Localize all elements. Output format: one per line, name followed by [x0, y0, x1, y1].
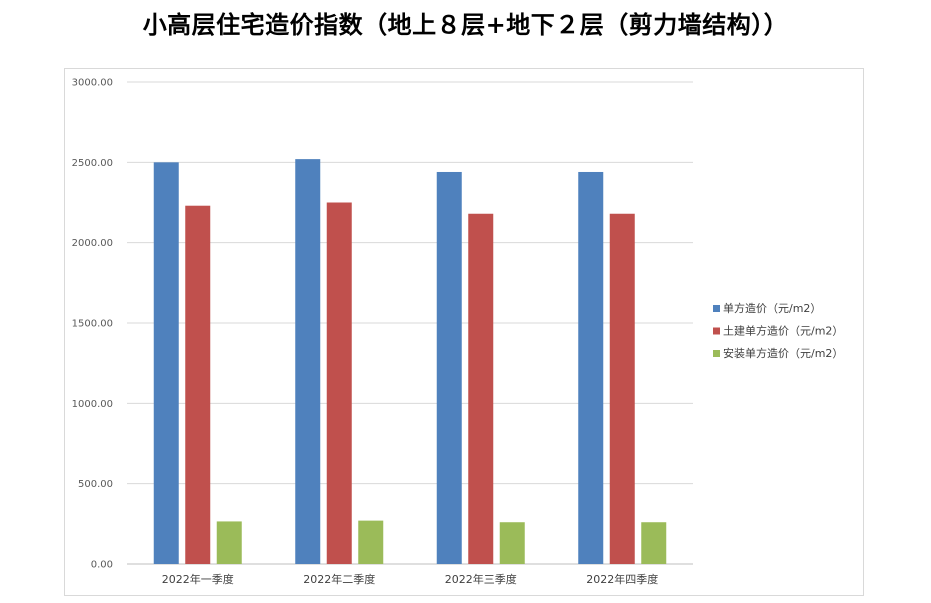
y-tick-label: 500.00: [78, 479, 113, 490]
bar: [578, 171, 604, 564]
y-tick-label: 1000.00: [72, 399, 113, 410]
x-category-label: 2022年一季度: [162, 572, 234, 586]
chart-title: 小高层住宅造价指数（地上８层+地下２层（剪力墙结构））: [142, 10, 789, 39]
bar: [358, 520, 384, 564]
bar: [185, 205, 211, 565]
bar: [153, 162, 179, 565]
legend-swatch: [713, 350, 720, 357]
bar: [641, 522, 667, 564]
y-tick-label: 2000.00: [72, 238, 113, 249]
bar: [609, 213, 635, 564]
bar: [499, 522, 525, 564]
bar: [468, 213, 494, 564]
bar: [295, 159, 321, 564]
y-tick-label: 1500.00: [72, 319, 113, 330]
legend-swatch: [713, 305, 720, 312]
x-category-label: 2022年二季度: [303, 572, 375, 586]
bar: [326, 202, 352, 564]
legend-label: 土建单方造价（元/m2）: [723, 324, 843, 338]
x-category-label: 2022年三季度: [445, 572, 517, 586]
legend-label: 安装单方造价（元/m2）: [723, 346, 843, 360]
x-category-label: 2022年四季度: [586, 572, 658, 586]
y-tick-label: 0.00: [91, 560, 113, 571]
bar: [216, 521, 242, 564]
y-tick-label: 2500.00: [72, 158, 113, 169]
legend-label: 单方造价（元/m2）: [723, 301, 821, 315]
bar: [436, 171, 462, 564]
legend-swatch: [713, 327, 720, 335]
y-tick-label: 3000.00: [72, 78, 113, 89]
